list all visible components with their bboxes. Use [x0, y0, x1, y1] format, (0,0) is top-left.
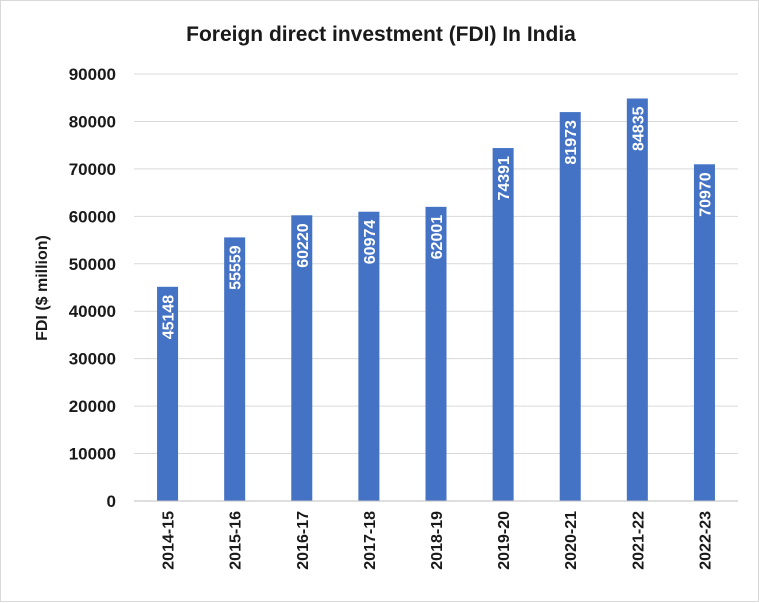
data-label: 74391 — [496, 156, 513, 201]
y-tick-label: 50000 — [69, 255, 116, 274]
x-tick-label: 2021-22 — [630, 511, 647, 570]
bar-2018-19 — [425, 206, 447, 501]
y-tick-label: 40000 — [69, 302, 116, 321]
bar-2021-22 — [626, 98, 648, 501]
chart-title: Foreign direct investment (FDI) In India — [186, 23, 576, 46]
x-tick-label: 2019-20 — [496, 511, 513, 570]
y-tick-label: 30000 — [69, 350, 116, 369]
x-tick-label: 2017-18 — [362, 511, 379, 570]
bar-2014-15 — [157, 286, 179, 501]
x-tick-label: 2022-23 — [697, 511, 714, 570]
bar-2015-16 — [224, 237, 246, 501]
data-label: 55559 — [228, 245, 245, 290]
data-label: 60974 — [362, 220, 379, 265]
y-tick-label: 60000 — [69, 207, 116, 226]
y-axis-label: FDI ($ million) — [34, 235, 51, 341]
bar-2016-17 — [291, 215, 313, 501]
x-tick-label: 2020-21 — [563, 511, 580, 570]
y-tick-label: 20000 — [69, 397, 116, 416]
y-tick-labels: 0 10000 20000 30000 40000 50000 60000 70000 8000… — [69, 65, 116, 511]
x-tick-labels: 2014-15 2015-16 2016-17 2017-18 2018-19 2019-… — [161, 511, 715, 570]
data-label: 84835 — [630, 106, 647, 151]
data-label: 81973 — [563, 120, 580, 165]
y-tick-label: 10000 — [69, 445, 116, 464]
y-tick-label: 70000 — [69, 160, 116, 179]
bar-2019-20 — [492, 148, 514, 501]
x-tick-label: 2016-17 — [295, 511, 312, 570]
x-tick-label: 2018-19 — [429, 511, 446, 570]
x-tick-label: 2014-15 — [161, 511, 178, 570]
bar-2022-23 — [693, 164, 715, 501]
bar-2017-18 — [358, 211, 380, 501]
x-tick-label: 2015-16 — [228, 511, 245, 570]
bars: 45148 55559 60220 60974 62001 74391 81973 84835… — [157, 98, 715, 502]
y-tick-label: 90000 — [69, 65, 116, 84]
data-label: 70970 — [697, 172, 714, 217]
data-label: 45148 — [161, 295, 178, 340]
y-tick-label: 80000 — [69, 112, 116, 131]
data-label: 62001 — [429, 215, 446, 260]
y-tick-label: 0 — [107, 492, 116, 511]
bar-2020-21 — [559, 112, 581, 502]
data-label: 60220 — [295, 223, 312, 268]
